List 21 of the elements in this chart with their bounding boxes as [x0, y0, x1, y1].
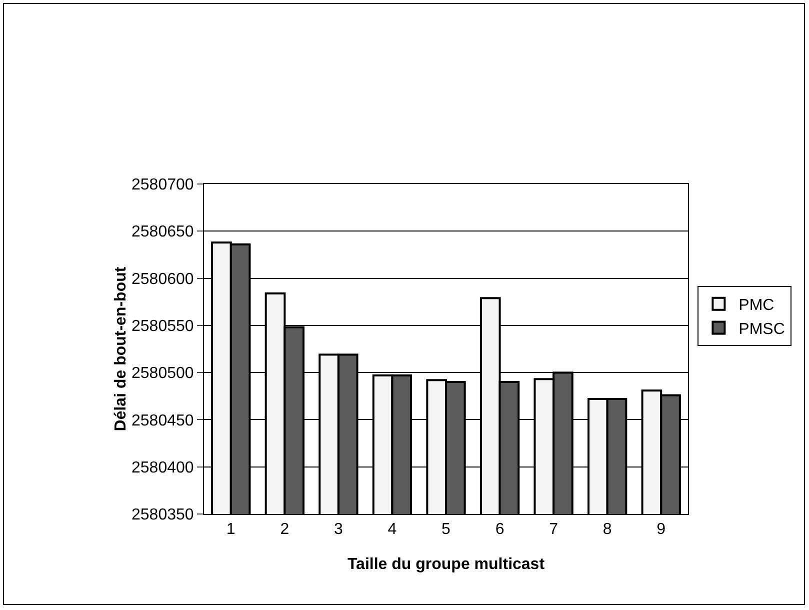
x-tick-label: 3: [334, 521, 343, 538]
x-axis-title: Taille du groupe multicast: [347, 556, 546, 573]
x-tick-label: 9: [656, 521, 666, 538]
legend-label: PMSC: [738, 320, 785, 338]
y-tick-label: 2580400: [132, 459, 194, 476]
x-tick-label: 7: [549, 521, 558, 538]
y-tick-label: 2580550: [132, 318, 194, 336]
x-tick-label: 6: [495, 521, 504, 538]
legend-label: PMC: [738, 297, 774, 314]
x-tick-label: 4: [388, 521, 397, 538]
y-tick-label: 2580650: [132, 224, 194, 241]
y-tick-label: 2580450: [132, 412, 194, 430]
x-tick-label: 5: [442, 521, 451, 538]
x-tick-label: 1: [226, 521, 236, 538]
y-tick-label: 2580350: [132, 506, 194, 524]
y-axis-title: Délai de bout-en-bout: [112, 266, 130, 432]
x-tick-label: 8: [602, 521, 612, 538]
y-tick-label: 2580700: [132, 176, 194, 194]
y-tick-label: 2580500: [132, 365, 194, 382]
x-tick-label: 2: [280, 521, 290, 538]
y-tick-label: 2580600: [132, 270, 194, 288]
